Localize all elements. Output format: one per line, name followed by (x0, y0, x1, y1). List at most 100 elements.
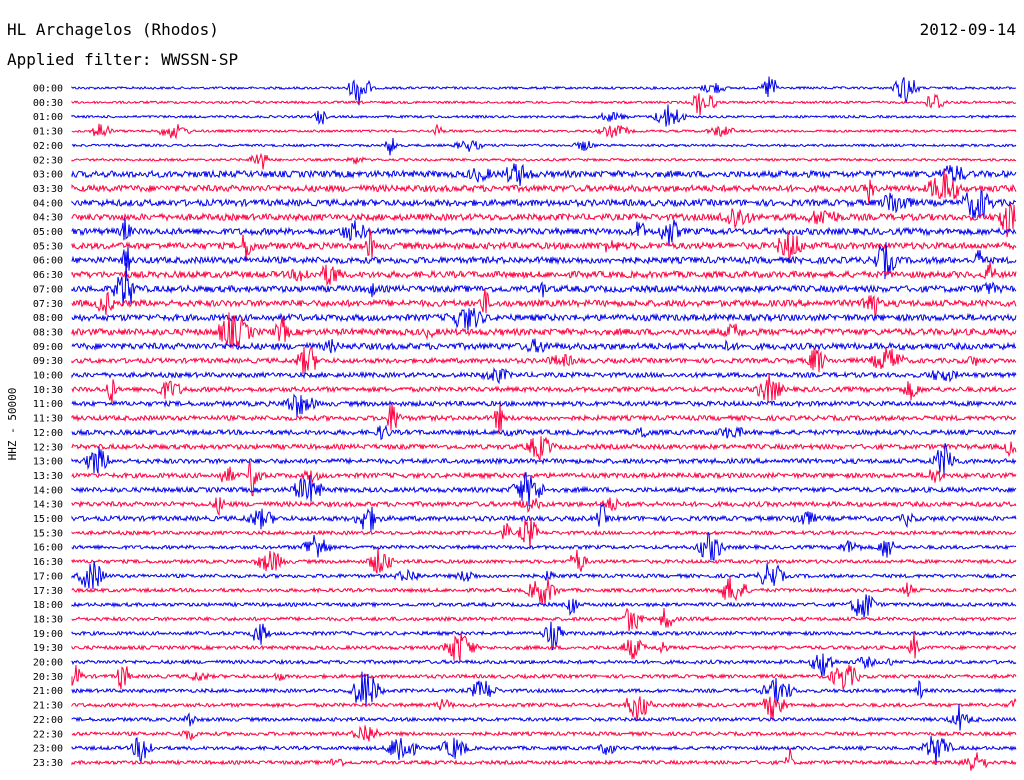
row-tick-label: 13:30 (33, 471, 63, 482)
row-tick-label: 07:30 (33, 299, 63, 310)
row-tick-label: 06:00 (33, 256, 63, 267)
row-tick-label: 00:00 (33, 84, 63, 95)
trace-line (71, 288, 1017, 317)
trace-line (71, 393, 1017, 418)
trace-line (71, 76, 1017, 106)
row-tick-label: 08:30 (33, 327, 63, 338)
row-tick-label: 16:00 (33, 543, 63, 554)
row-tick-label: 10:30 (33, 385, 63, 396)
row-tick-label: 09:30 (33, 356, 63, 367)
row-tick-label: 11:00 (33, 399, 63, 410)
trace-lines (71, 76, 1017, 771)
row-tick-label: 23:30 (33, 758, 63, 769)
trace-line (71, 424, 1017, 441)
trace-line (71, 531, 1016, 561)
row-tick-label: 15:00 (33, 514, 63, 525)
row-tick-label: 19:30 (33, 643, 63, 654)
trace-line (71, 547, 1017, 574)
trace-line (71, 229, 1017, 261)
trace-line (71, 104, 1017, 127)
trace-line (71, 123, 1017, 140)
trace-line (71, 671, 1017, 706)
trace-line (71, 631, 1017, 662)
trace-line (71, 696, 1017, 722)
trace-line (71, 443, 1017, 475)
trace-line (71, 372, 1017, 404)
trace-line (71, 621, 1017, 651)
row-tick-label: 01:00 (33, 112, 63, 123)
trace-line (71, 242, 1017, 280)
row-tick-label: 20:30 (33, 672, 63, 683)
trace-line (71, 503, 1017, 532)
row-tick-label: 02:00 (33, 141, 63, 152)
row-tick-label: 15:30 (33, 528, 63, 539)
station-title: HL Archagelos (Rhodos) (7, 20, 219, 39)
row-tick-label: 05:00 (33, 227, 63, 238)
trace-line (71, 703, 1017, 731)
row-tick-label: 00:30 (33, 98, 63, 109)
row-tick-label: 19:00 (33, 629, 63, 640)
trace-line (71, 217, 1017, 247)
row-tick-label: 10:00 (33, 371, 63, 382)
row-tick-label: 12:00 (33, 428, 63, 439)
trace-line (71, 93, 1017, 116)
trace-line (71, 607, 1017, 632)
trace-line (71, 748, 1017, 771)
row-tick-label: 01:30 (33, 127, 63, 138)
trace-line (71, 346, 1017, 375)
trace-line (71, 138, 1017, 156)
row-tick-label: 08:00 (33, 313, 63, 324)
row-tick-label: 03:30 (33, 184, 63, 195)
row-tick-label: 13:00 (33, 457, 63, 468)
trace-line (71, 402, 1017, 435)
trace-line (71, 735, 1017, 766)
trace-line (71, 168, 1017, 206)
trace-line (71, 665, 1017, 690)
row-tick-label: 22:30 (33, 729, 63, 740)
row-tick-label: 18:30 (33, 614, 63, 625)
row-tick-label: 14:30 (33, 500, 63, 511)
row-tick-label: 21:00 (33, 686, 63, 697)
row-tick-label: 18:00 (33, 600, 63, 611)
trace-line (71, 366, 1017, 385)
record-date: 2012-09-14 (919, 20, 1016, 39)
trace-line (71, 263, 1017, 306)
trace-line (71, 338, 1017, 354)
row-tick-label: 21:30 (33, 701, 63, 712)
trace-line (71, 653, 1017, 677)
row-tick-label: 05:30 (33, 241, 63, 252)
trace-line (71, 163, 1017, 187)
trace-line (71, 189, 1017, 220)
row-tick-label: 02:30 (33, 155, 63, 166)
trace-line (71, 497, 1017, 517)
trace-line (71, 312, 1017, 349)
row-tick-label: 04:00 (33, 198, 63, 209)
row-tick-label: 14:00 (33, 485, 63, 496)
trace-line (71, 561, 1016, 590)
trace-line (71, 203, 1017, 238)
row-tick-label: 12:30 (33, 442, 63, 453)
trace-line (71, 436, 1017, 461)
row-tick-label: 20:00 (33, 658, 63, 669)
row-tick-label: 07:00 (33, 284, 63, 295)
trace-line (71, 461, 1017, 497)
row-tick-labels: 00:00 00:30 01:00 01:30 02:00 02:30 03:00 03:30… (33, 84, 63, 769)
row-tick-label: 11:30 (33, 414, 63, 425)
trace-line (71, 517, 1017, 549)
row-tick-label: 06:30 (33, 270, 63, 281)
row-tick-label: 17:00 (33, 571, 63, 582)
filter-label: Applied filter: WWSSN-SP (7, 50, 239, 69)
row-tick-label: 09:00 (33, 342, 63, 353)
trace-line (71, 471, 1017, 507)
trace-line (71, 262, 1017, 287)
row-tick-label: 16:30 (33, 557, 63, 568)
trace-line (71, 725, 1017, 742)
row-tick-label: 03:00 (33, 170, 63, 181)
row-tick-label: 23:00 (33, 744, 63, 755)
trace-line (71, 576, 1017, 606)
row-tick-label: 22:00 (33, 715, 63, 726)
trace-line (71, 152, 1017, 170)
row-tick-label: 17:30 (33, 586, 63, 597)
y-axis-label: HHZ - 50000 (6, 388, 19, 461)
